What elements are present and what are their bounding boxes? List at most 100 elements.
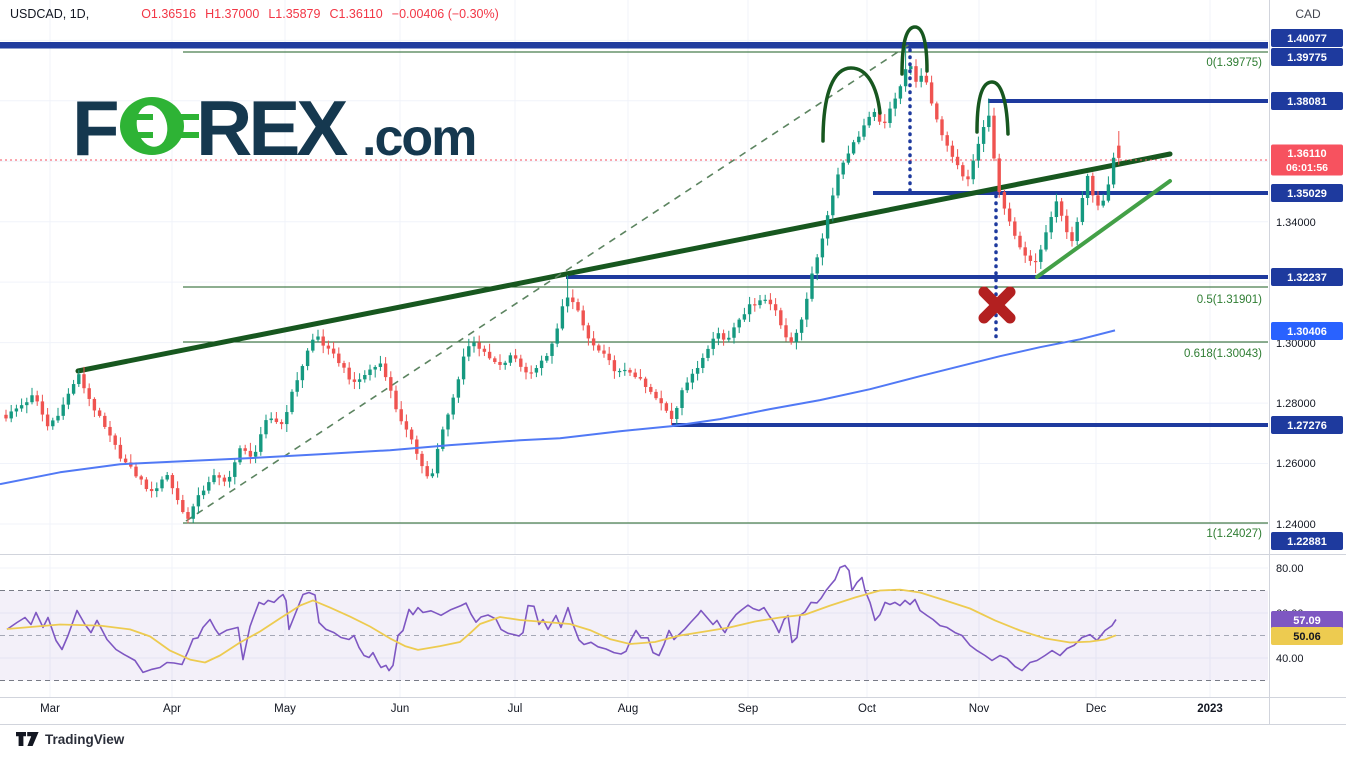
head-shoulders-arc xyxy=(821,66,882,143)
candle-body xyxy=(701,357,705,368)
candle-body xyxy=(638,377,643,379)
candle-body xyxy=(30,395,34,403)
candle-body xyxy=(971,160,975,180)
candle-body xyxy=(181,500,185,513)
candle-body xyxy=(1018,235,1022,248)
candle-body xyxy=(165,475,169,480)
candle-body xyxy=(877,111,882,122)
candle-body xyxy=(227,476,232,482)
candle-body xyxy=(383,363,388,378)
candle-body xyxy=(1039,249,1043,262)
candle-body xyxy=(1117,145,1121,158)
candle-body xyxy=(851,142,856,154)
rsi-line xyxy=(6,564,1117,674)
candle-body xyxy=(108,426,112,436)
price-axis-tick-label: 1.28000 xyxy=(1276,398,1316,410)
symbol-title[interactable]: USDCAD, 1D, xyxy=(10,7,90,21)
moving-average-line xyxy=(0,329,1116,486)
candle-body xyxy=(763,299,767,301)
candle-body xyxy=(815,257,819,274)
time-axis-label: Oct xyxy=(858,703,877,715)
dashed-trendline xyxy=(185,43,911,522)
candle-body xyxy=(352,379,357,382)
candle-body xyxy=(4,414,8,419)
candle-body xyxy=(565,297,570,307)
candle-body xyxy=(784,325,788,338)
candle-body xyxy=(695,367,700,374)
candle-body xyxy=(233,462,237,477)
candle-body xyxy=(597,345,601,351)
tradingview-logo[interactable]: TradingView xyxy=(16,731,124,747)
candle-body xyxy=(706,348,710,358)
candle-body xyxy=(77,374,81,385)
candle-body xyxy=(155,488,159,492)
candle-body xyxy=(721,333,726,340)
time-axis-label: Jul xyxy=(508,703,523,715)
fib-level-label: 0.618(1.30043) xyxy=(1184,348,1262,360)
trendline xyxy=(1035,179,1172,279)
candle-body xyxy=(139,476,143,480)
candle-body xyxy=(945,135,949,146)
price-badge xyxy=(1271,268,1343,286)
price-badge-label: 1.40077 xyxy=(1287,33,1327,45)
candle-body xyxy=(779,310,783,326)
candle-body xyxy=(799,319,804,333)
candle-body xyxy=(1049,217,1053,233)
candle-body xyxy=(1033,260,1038,263)
fib-level-label: 0(1.39775) xyxy=(1206,57,1262,69)
candle-body xyxy=(831,195,835,216)
candle-body xyxy=(617,370,622,373)
candle-body xyxy=(529,372,533,374)
candle-body xyxy=(71,384,76,394)
candle-body xyxy=(742,314,747,320)
candle-body xyxy=(482,348,487,352)
candle-body xyxy=(903,69,908,87)
candle-body xyxy=(1091,175,1095,196)
candle-body xyxy=(477,342,481,349)
watermark-dot-com: .com xyxy=(362,109,475,167)
fib-level-label: 1(1.24027) xyxy=(1206,528,1262,540)
candle-body xyxy=(103,415,107,427)
price-axis-currency-label[interactable]: CAD xyxy=(1295,7,1321,21)
candle-body xyxy=(1096,195,1100,206)
candle-body xyxy=(394,390,398,410)
candle-body xyxy=(747,304,752,315)
candle-body xyxy=(441,429,445,449)
candle-body xyxy=(758,300,762,306)
candle-body xyxy=(316,336,320,340)
candle-body xyxy=(680,390,684,408)
candle-body xyxy=(914,66,918,82)
candle-body xyxy=(628,369,632,373)
time-axis-label: Aug xyxy=(618,703,638,715)
candle-body xyxy=(201,490,206,496)
candle-body xyxy=(555,328,559,344)
ohlc-open: O1.36516 xyxy=(141,7,197,21)
candle-body xyxy=(571,297,575,303)
candle-body xyxy=(1085,175,1090,198)
watermark-o-dash xyxy=(174,114,199,120)
candle-body xyxy=(87,388,91,399)
price-badge xyxy=(1271,144,1343,176)
head-shoulders-arc xyxy=(900,25,929,76)
time-axis-label: Mar xyxy=(40,703,60,715)
candle-body xyxy=(45,414,50,427)
candle-body xyxy=(732,327,736,338)
candle-body xyxy=(300,366,305,381)
candle-body xyxy=(461,356,466,380)
price-badge xyxy=(1271,611,1343,629)
candle-body xyxy=(196,495,201,507)
candle-body xyxy=(212,475,216,483)
candle-body xyxy=(1065,215,1069,233)
candle-body xyxy=(368,369,372,376)
candle-body xyxy=(61,404,65,416)
candle-body xyxy=(981,127,986,144)
candle-body xyxy=(794,332,799,343)
candle-body xyxy=(311,339,315,351)
candle-body xyxy=(1044,232,1048,250)
candle-body xyxy=(1028,255,1033,261)
price-axis-tick-label: 80.00 xyxy=(1276,563,1304,575)
candle-body xyxy=(716,333,721,339)
time-axis-label: Apr xyxy=(163,703,181,715)
